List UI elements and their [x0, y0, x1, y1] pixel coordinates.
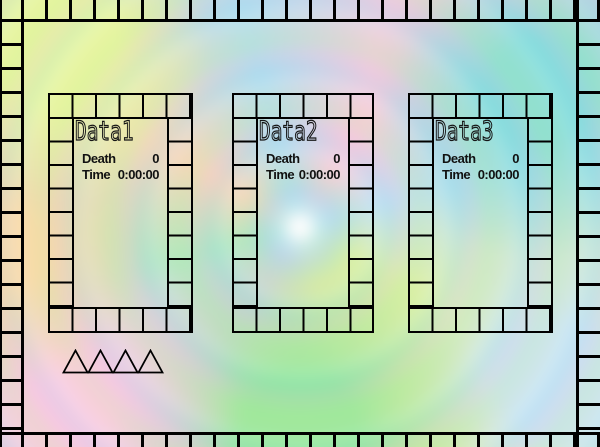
panel-frame-right [167, 119, 191, 307]
screen-border-bottom [0, 432, 600, 447]
panel-frame-top [50, 95, 191, 119]
time-value: 0:00:00 [117, 167, 160, 182]
time-label: Time [82, 167, 111, 182]
panel-frame-right [527, 119, 551, 307]
triangle-icon [137, 349, 164, 374]
panel-frame-bottom [50, 307, 191, 331]
panel-title: Data1 [75, 116, 134, 147]
time-stat: Time 0:00:00 [82, 167, 160, 182]
screen-border-left [0, 0, 24, 447]
time-stat: Time 0:00:00 [442, 167, 520, 182]
time-value: 0:00:00 [298, 167, 341, 182]
panel-frame-left [410, 119, 434, 307]
time-label: Time [442, 167, 471, 182]
death-stat: Death 0 [82, 152, 159, 165]
panel-title: Data3 [435, 116, 494, 147]
death-value: 0 [333, 151, 340, 166]
death-label: Death [82, 151, 116, 166]
save-slot-panel-1[interactable]: Data1 Death 0 Time 0:00:00 [48, 93, 193, 333]
panel-frame-left [50, 119, 74, 307]
panel-frame-top [234, 95, 372, 119]
death-label: Death [442, 151, 476, 166]
panel-frame-bottom [410, 307, 551, 331]
panel-frame-top [410, 95, 551, 119]
death-value: 0 [152, 151, 159, 166]
triangle-icon [112, 349, 139, 374]
save-slot-panel-2[interactable]: Data2 Death 0 Time 0:00:00 [232, 93, 374, 333]
panel-frame-left [234, 119, 258, 307]
time-label: Time [266, 167, 295, 182]
death-label: Death [266, 151, 300, 166]
death-stat: Death 0 [266, 152, 340, 165]
time-stat: Time 0:00:00 [266, 167, 341, 182]
death-stat: Death 0 [442, 152, 519, 165]
triangle-icon [87, 349, 114, 374]
panel-title: Data2 [259, 116, 318, 147]
triangle-row [62, 349, 164, 374]
triangle-icon [62, 349, 89, 374]
panel-frame-right [348, 119, 372, 307]
time-value: 0:00:00 [477, 167, 520, 182]
save-slot-panel-3[interactable]: Data3 Death 0 Time 0:00:00 [408, 93, 553, 333]
panel-frame-bottom [234, 307, 372, 331]
death-value: 0 [512, 151, 519, 166]
screen-border-top [0, 0, 600, 22]
screen-border-right [576, 0, 600, 447]
